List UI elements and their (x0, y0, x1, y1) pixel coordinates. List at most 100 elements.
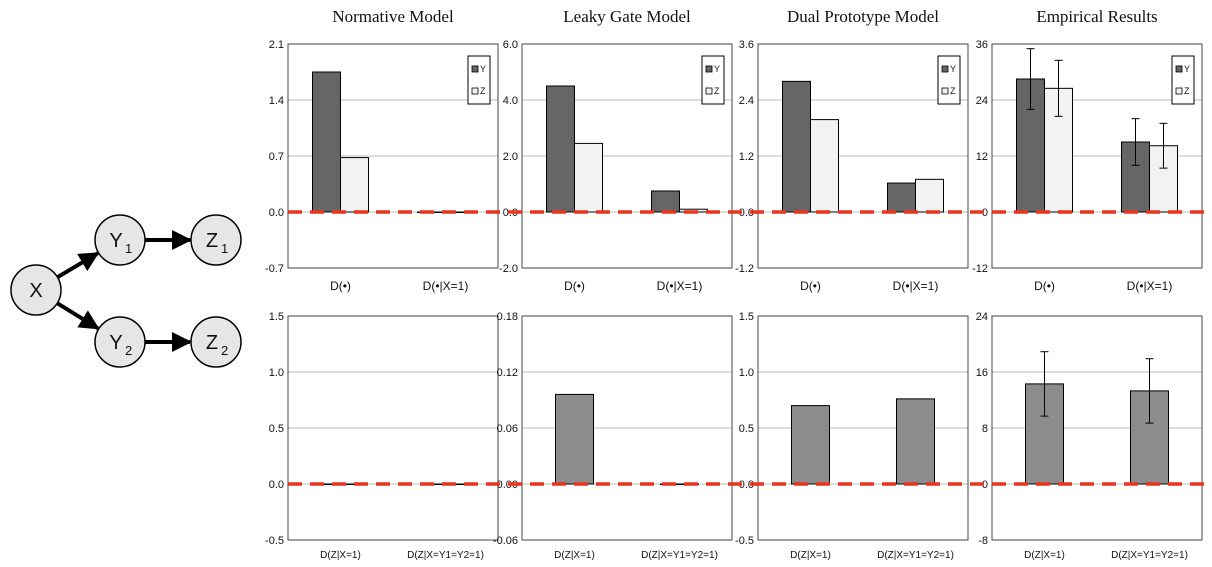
category-label: D(Z|X=1) (1024, 550, 1065, 561)
node-label: Y (109, 332, 122, 354)
y-tick-label: -0.06 (493, 535, 518, 547)
chart-top-1: Normative Model 2.1 1.4 0.7 0.0 -0.7 D(•) D(•|X… (265, 7, 499, 293)
bar-2 (660, 483, 699, 485)
plot-frame (521, 315, 733, 541)
category-label: D(Z|X=1) (320, 550, 361, 561)
legend-swatch-z (705, 87, 713, 95)
node-subscript: 1 (125, 241, 132, 256)
y-tick-label: 4.0 (503, 95, 518, 107)
chart-bottom-4: 24 16 8 0 -8 D(Z|X=1) D(Z|X=Y1=Y2=1) (976, 311, 1203, 561)
y-tick-label: 0 (982, 479, 988, 491)
y-tick-label: 0.0 (739, 207, 754, 219)
chart-top-4: Empirical Results 36 24 12 0 -12 D(•) D(•|X=1) Y… (972, 7, 1203, 293)
zero-lines (288, 210, 1212, 486)
y-tick-label: 2.0 (503, 151, 518, 163)
category-label: D(•) (1034, 279, 1055, 293)
category-label: D(•|X=1) (657, 279, 703, 293)
y-tick-label: 24 (976, 311, 988, 323)
node-label: Z (206, 332, 218, 354)
y-tick-label: 1.5 (269, 311, 284, 323)
category-label: D(Z|X=Y1=Y2=1) (1111, 550, 1188, 561)
plot-frame (991, 43, 1203, 269)
y-tick-label: 0.7 (269, 151, 284, 163)
plot-frame (287, 315, 499, 541)
y-tick-label: 2.4 (739, 95, 754, 107)
legend-label-y: Y (950, 64, 956, 74)
plot-frame (991, 315, 1203, 541)
legend-swatch-z (471, 87, 479, 95)
chart-bottom-3: 1.5 1.0 0.5 0.0 -0.5 D(Z|X=1) D(Z|X=Y1=Y2=1) (735, 311, 969, 561)
edge-x-y2 (56, 301, 100, 331)
legend-swatch-z (1175, 87, 1183, 95)
bar-y-1 (782, 80, 811, 213)
chart-grid: Normative Model 2.1 1.4 0.7 0.0 -0.7 D(•) D(•|X… (265, 7, 1203, 561)
y-tick-label: 1.0 (739, 367, 754, 379)
node-subscript: 2 (125, 343, 132, 358)
y-tick-label: 24 (976, 95, 988, 107)
chart-bottom-1: 1.5 1.0 0.5 0.0 -0.5 D(Z|X=1) D(Z|X=Y1=Y2=1) (265, 311, 499, 561)
category-label: D(•) (800, 279, 821, 293)
legend-swatch-y (471, 65, 479, 73)
legend: YZ (467, 55, 491, 105)
y-tick-label: -0.5 (735, 535, 754, 547)
legend-box (467, 55, 491, 105)
plot-frame (287, 43, 499, 269)
chart-top-2: Leaky Gate Model6.04.02.00.0-2.0D(•)D(•|… (499, 7, 733, 293)
y-tick-label: 3.6 (739, 39, 754, 51)
y-tick-label: 6.0 (503, 39, 518, 51)
y-tick-label: 16 (976, 367, 988, 379)
legend: YZ (1171, 55, 1195, 105)
legend-label-y: Y (714, 64, 720, 74)
y-tick-label: 36 (976, 39, 988, 51)
y-tick-label: 0 (982, 207, 988, 219)
bar-y-1 (546, 85, 575, 213)
y-tick-label: -2.0 (499, 263, 518, 275)
category-label: D(Z|X=1) (790, 550, 831, 561)
column-title: Dual Prototype Model (787, 7, 939, 26)
y-tick-label: 1.4 (269, 95, 284, 107)
node-circle (190, 316, 242, 368)
bar-z-1 (574, 142, 603, 213)
bar-y-2 (651, 190, 680, 213)
legend-swatch-y (705, 65, 713, 73)
bar-y-1 (312, 71, 341, 213)
bar-z-1 (810, 119, 839, 213)
y-tick-label: 0.00 (497, 479, 518, 491)
plot-frame (757, 315, 969, 541)
column-title: Normative Model (332, 7, 454, 26)
category-label: D(•|X=1) (1127, 279, 1173, 293)
legend-label-z: Z (950, 86, 956, 96)
category-label: D(•) (330, 279, 351, 293)
bar-y-2 (887, 182, 916, 213)
legend: YZ (937, 55, 961, 105)
legend: YZ (701, 55, 725, 105)
legend-swatch-y (941, 65, 949, 73)
y-tick-label: 12 (976, 151, 988, 163)
plot-frame (757, 43, 969, 269)
y-tick-label: 0.0 (269, 207, 284, 219)
plot-frame (521, 43, 733, 269)
chart-top-3: Dual Prototype Model 3.6 2.4 1.2 0.0 -1.2 D(•)… (735, 7, 969, 293)
legend-label-y: Y (1184, 64, 1190, 74)
node-label: Y (109, 230, 122, 252)
category-label: D(Z|X=Y1=Y2=1) (877, 550, 954, 561)
node-circle (94, 214, 146, 266)
y-tick-label: -12 (972, 263, 988, 275)
node-x: X (10, 264, 62, 316)
legend-label-z: Z (480, 86, 486, 96)
y-tick-label: 1.0 (269, 367, 284, 379)
y-tick-label: 0.0 (269, 479, 284, 491)
legend-box (1171, 55, 1195, 105)
node-subscript: 2 (221, 343, 228, 358)
legend-box (701, 55, 725, 105)
category-label: D(Z|X=Y1=Y2=1) (641, 550, 718, 561)
y-tick-label: 0.12 (497, 367, 518, 379)
legend-box (937, 55, 961, 105)
y-tick-label: 1.2 (739, 151, 754, 163)
y-tick-label: 8 (982, 423, 988, 435)
causal-diagram: XY 1 Z 1Y 2 Z 2 (10, 214, 242, 368)
